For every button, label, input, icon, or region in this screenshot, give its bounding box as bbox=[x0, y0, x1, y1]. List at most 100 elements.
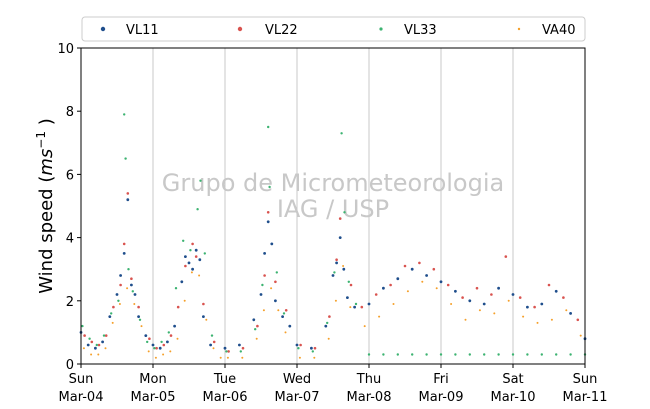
data-point bbox=[158, 346, 162, 350]
data-point bbox=[382, 286, 385, 290]
data-point bbox=[212, 340, 216, 344]
data-point bbox=[284, 331, 287, 334]
y-tick-label: 0 bbox=[66, 358, 74, 373]
data-point bbox=[131, 290, 134, 293]
data-point bbox=[468, 353, 471, 356]
data-point bbox=[182, 239, 185, 242]
data-point bbox=[124, 157, 127, 160]
data-point bbox=[338, 236, 342, 240]
data-point bbox=[425, 274, 428, 277]
data-point bbox=[126, 287, 129, 290]
data-point bbox=[151, 343, 155, 347]
data-point bbox=[511, 293, 515, 296]
data-point bbox=[360, 305, 364, 309]
data-point bbox=[122, 242, 126, 246]
x-tick-label-date: Mar-04 bbox=[59, 390, 104, 405]
data-point bbox=[174, 287, 178, 290]
data-point bbox=[173, 324, 177, 328]
data-point bbox=[569, 353, 572, 356]
data-point bbox=[86, 343, 90, 347]
data-point bbox=[184, 264, 187, 268]
data-point bbox=[202, 315, 205, 318]
data-point bbox=[299, 343, 302, 347]
data-point bbox=[140, 325, 143, 328]
y-tick-label: 8 bbox=[66, 105, 74, 120]
data-point bbox=[343, 211, 346, 214]
data-point bbox=[454, 289, 457, 293]
y-axis-label-close: ) bbox=[36, 118, 57, 131]
watermark-line-1: Grupo de Micrometeorologia bbox=[162, 169, 504, 197]
data-point bbox=[338, 217, 342, 220]
data-point bbox=[497, 353, 500, 356]
legend-label-vl22: VL22 bbox=[265, 23, 298, 38]
data-point bbox=[298, 356, 301, 359]
data-point bbox=[238, 343, 241, 347]
data-point bbox=[241, 356, 244, 359]
x-tick-label-date: Mar-05 bbox=[131, 390, 176, 405]
data-point bbox=[241, 346, 245, 350]
data-point bbox=[111, 321, 114, 324]
x-axis: Sun Mar-04 Mon Mar-05 Tue Mar-06 Wed Mar-07 Thu M… bbox=[59, 364, 607, 405]
data-point bbox=[270, 287, 273, 290]
data-point bbox=[94, 346, 97, 350]
data-point bbox=[115, 293, 119, 296]
data-point bbox=[209, 343, 213, 347]
data-point bbox=[396, 277, 400, 281]
data-point bbox=[282, 312, 286, 315]
data-point bbox=[122, 252, 126, 255]
data-point bbox=[102, 334, 106, 337]
data-point bbox=[482, 302, 486, 306]
plot-area: Grupo de Micrometeorologia IAG / USP bbox=[79, 47, 587, 365]
data-point bbox=[169, 334, 173, 337]
data-point bbox=[126, 198, 130, 202]
data-point bbox=[411, 353, 414, 356]
x-tick-label-day: Mon bbox=[139, 372, 166, 387]
data-point bbox=[342, 267, 346, 271]
legend: VL11 VL22 VL33 VA40 bbox=[81, 16, 586, 42]
data-point bbox=[194, 255, 198, 258]
data-point bbox=[262, 309, 265, 312]
data-point bbox=[184, 255, 187, 258]
data-point bbox=[97, 343, 101, 347]
data-point bbox=[90, 353, 93, 356]
data-point bbox=[166, 340, 169, 344]
data-point bbox=[363, 325, 366, 328]
data-point bbox=[367, 302, 371, 306]
x-tick-label-day: Sun bbox=[573, 372, 598, 387]
data-point bbox=[263, 274, 266, 277]
data-point bbox=[187, 261, 191, 265]
data-point bbox=[146, 340, 149, 344]
data-point bbox=[454, 353, 457, 356]
y-axis: 0 2 4 6 8 10 bbox=[57, 42, 81, 373]
x-tick-label-day: Sun bbox=[69, 372, 94, 387]
data-point bbox=[418, 261, 421, 265]
data-point bbox=[162, 353, 165, 356]
data-point bbox=[183, 299, 186, 302]
data-point bbox=[110, 312, 113, 315]
y-tick-label: 6 bbox=[66, 168, 74, 183]
data-point bbox=[331, 274, 335, 277]
y-axis-label: Wind speed (ms−1 ) bbox=[34, 118, 57, 293]
x-tick-label-day: Tue bbox=[213, 372, 236, 387]
y-axis-label-unit: ms bbox=[36, 149, 57, 176]
data-point bbox=[144, 334, 148, 337]
data-point bbox=[497, 286, 500, 290]
y-tick-label: 4 bbox=[66, 232, 74, 247]
data-point bbox=[333, 271, 336, 274]
data-point bbox=[180, 280, 184, 284]
data-point bbox=[403, 264, 407, 268]
data-point bbox=[198, 274, 201, 277]
data-point bbox=[104, 334, 108, 337]
data-point bbox=[533, 305, 536, 309]
data-point bbox=[554, 289, 558, 293]
x-tick-label-day: Wed bbox=[283, 372, 311, 387]
legend-marker-vl11 bbox=[100, 26, 106, 32]
legend-label-vl33: VL33 bbox=[404, 23, 437, 38]
data-point bbox=[210, 334, 214, 337]
grid-lines bbox=[152, 48, 514, 364]
data-point bbox=[562, 296, 565, 299]
watermark-line-2: IAG / USP bbox=[277, 195, 389, 223]
data-point bbox=[254, 328, 257, 331]
series-vl22 bbox=[83, 192, 580, 353]
data-point bbox=[550, 318, 553, 321]
